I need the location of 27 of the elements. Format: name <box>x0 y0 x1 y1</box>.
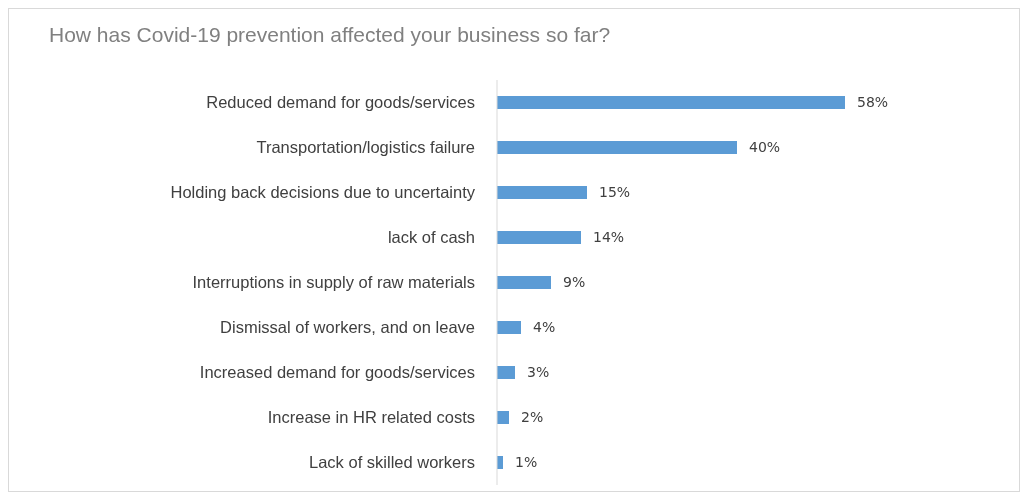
y-tick-label: Increased demand for goods/services <box>199 363 475 382</box>
data-label: 58% <box>857 94 889 111</box>
y-tick-label: Holding back decisions due to uncertainty <box>170 183 476 202</box>
data-label: 9% <box>563 274 586 291</box>
data-label: 1% <box>515 454 538 471</box>
y-tick-label: Transportation/logistics failure <box>256 138 475 157</box>
data-label: 3% <box>527 364 550 381</box>
y-tick-label: Lack of skilled workers <box>309 453 475 472</box>
y-tick-label: Dismissal of workers, and on leave <box>220 318 475 337</box>
y-tick-label: Increase in HR related costs <box>267 408 475 427</box>
data-label: 14% <box>593 229 625 246</box>
bar <box>497 141 737 154</box>
bar <box>497 366 515 379</box>
y-tick-label: lack of cash <box>387 228 475 247</box>
y-tick-label: Reduced demand for goods/services <box>206 93 475 112</box>
data-label: 2% <box>521 409 544 426</box>
y-tick-label: Interruptions in supply of raw materials <box>192 273 475 292</box>
chart-title: How has Covid-19 prevention affected your business so far? <box>48 22 612 48</box>
data-label: 15% <box>599 184 631 201</box>
bar <box>497 96 845 109</box>
bar <box>497 411 509 424</box>
data-label: 40% <box>749 139 781 156</box>
bar <box>497 186 587 199</box>
data-label: 4% <box>533 319 556 336</box>
bar <box>497 276 551 289</box>
bar <box>497 231 581 244</box>
bar <box>497 321 521 334</box>
